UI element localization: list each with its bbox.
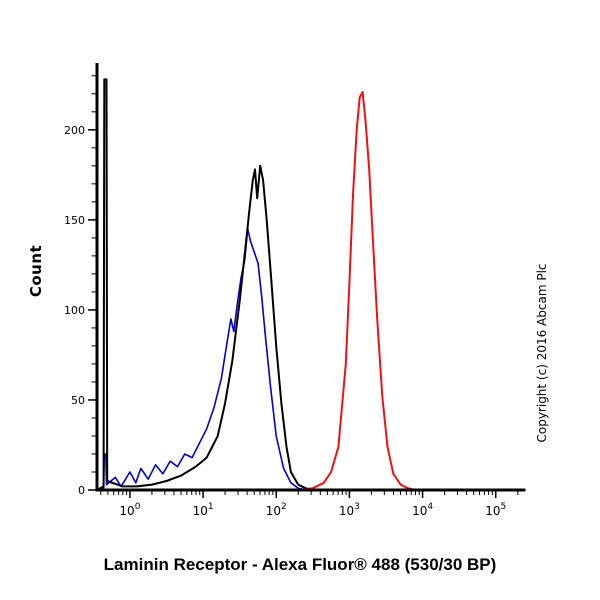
x-tick-label: 103 [339,502,360,518]
y-tick-label: 0 [78,484,85,497]
y-tick-label: 150 [64,214,85,227]
y-axis-label: Count [27,244,45,298]
x-tick-label: 102 [266,502,287,518]
curve-blue [96,228,526,491]
chart-title: Laminin Receptor - Alexa Fluor® 488 (530… [103,555,497,574]
x-tick-label: 100 [119,502,140,518]
y-tick-label: 50 [71,394,85,407]
y-tick-label: 200 [64,124,85,137]
curve-black [96,78,526,491]
x-tick-label: 101 [193,502,214,518]
x-tick-label: 105 [485,502,506,518]
curve-red [96,91,526,491]
x-tick-label: 104 [412,502,433,518]
copyright-text: Copyright (c) 2016 Abcam Plc [535,263,549,443]
y-tick-label: 100 [64,304,85,317]
